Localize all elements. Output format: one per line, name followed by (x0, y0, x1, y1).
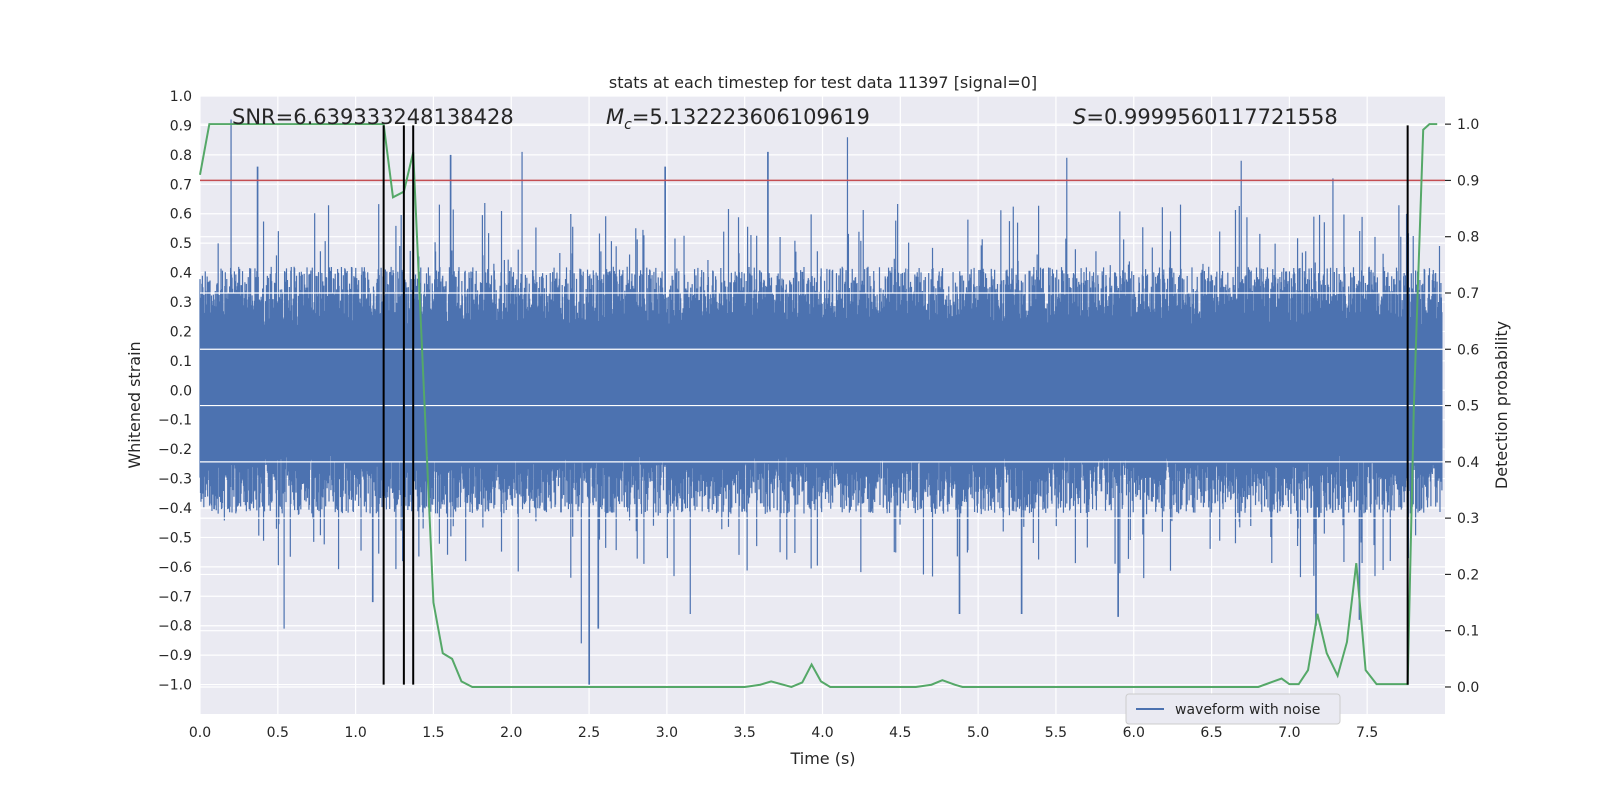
x-tick-label: 0.0 (189, 725, 211, 741)
y2-tick-label: 0.3 (1457, 511, 1479, 527)
y2-tick-label: 0.0 (1457, 680, 1479, 696)
mc-annotation: Mc=5.132223606109619 (606, 105, 870, 133)
y-tick-label: −0.5 (158, 530, 192, 546)
y-ticks: 1.0 0.9 0.8 0.7 0.6 0.5 0.4 0.3 0.2 0.1 0.0 −0.1 −0.… (158, 89, 192, 694)
x-ticks: 0.0 0.5 1.0 1.5 2.0 2.5 3.0 3.5 4.0 4.5 5.0 5.5 6.0 6… (189, 725, 1378, 741)
y-tick-label: −0.9 (158, 648, 192, 664)
y-tick-label: −0.3 (158, 472, 192, 488)
y-tick-label: 0.9 (170, 118, 192, 134)
y2-tick-label: 0.9 (1457, 173, 1479, 189)
y-tick-label: 0.8 (170, 148, 192, 164)
y-axis-label: Whitened strain (125, 341, 144, 468)
s-value: =0.9999560117721558 (1086, 105, 1337, 129)
x-tick-label: 2.5 (578, 725, 600, 741)
vertical-markers (382, 125, 1409, 685)
x-tick-label: 3.5 (734, 725, 756, 741)
x-tick-label: 6.0 (1123, 725, 1145, 741)
x-tick-label: 1.0 (344, 725, 366, 741)
mc-value: =5.132223606109619 (632, 105, 870, 129)
y2-tick-label: 0.7 (1457, 286, 1479, 302)
y-tick-label: 0.5 (170, 236, 192, 252)
y-tick-label: −0.8 (158, 619, 192, 635)
waveform-series (199, 119, 1443, 685)
legend-label-waveform: waveform with noise (1175, 702, 1320, 718)
s-symbol: S (1073, 105, 1086, 129)
y2-tick-label: 0.1 (1457, 624, 1479, 640)
y2-tick-label: 0.5 (1457, 399, 1479, 415)
y2-tick-label: 0.2 (1457, 567, 1479, 583)
snr-annotation: SNR=6.639333248138428 (232, 105, 514, 129)
mc-subscript: c (624, 117, 632, 133)
mc-symbol: M (606, 105, 624, 129)
y-tick-label: 0.2 (170, 324, 192, 340)
y-tick-label: 0.1 (170, 354, 192, 370)
legend: waveform with noise (1125, 693, 1341, 725)
x-tick-label: 7.0 (1278, 725, 1300, 741)
waveform-line (199, 119, 1443, 685)
y-tick-label: −0.6 (158, 560, 192, 576)
y-tick-label: −0.2 (158, 442, 192, 458)
s-annotation: S=0.9999560117721558 (1073, 105, 1338, 129)
y-tick-label: 0.6 (170, 207, 192, 223)
x-tick-label: 2.0 (500, 725, 522, 741)
x-tick-label: 5.0 (967, 725, 989, 741)
x-tick-label: 1.5 (422, 725, 444, 741)
y2-tick-label: 0.4 (1457, 455, 1479, 471)
y2-tick-label: 0.8 (1457, 230, 1479, 246)
threshold-layer (200, 179, 1445, 519)
x-tick-label: 7.5 (1356, 725, 1378, 741)
y2-ticks: 1.0 0.9 0.8 0.7 0.6 0.5 0.4 0.3 0.2 0.1 0.0 (1445, 117, 1479, 696)
y-tick-label: 0.7 (170, 177, 192, 193)
y-tick-label: −0.4 (158, 501, 192, 517)
x-tick-label: 4.5 (889, 725, 911, 741)
y-tick-label: −0.7 (158, 589, 192, 605)
x-tick-label: 6.5 (1200, 725, 1222, 741)
x-tick-label: 4.0 (811, 725, 833, 741)
y-tick-label: 0.4 (170, 266, 192, 282)
y-tick-label: 0.3 (170, 295, 192, 311)
legend-box (1125, 693, 1341, 725)
x-tick-label: 5.5 (1045, 725, 1067, 741)
y2-tick-label: 1.0 (1457, 117, 1479, 133)
y-tick-label: 1.0 (170, 89, 192, 105)
x-tick-label: 3.0 (656, 725, 678, 741)
y2-tick-label: 0.6 (1457, 342, 1479, 358)
y-tick-label: −1.0 (158, 678, 192, 694)
y-tick-label: −0.1 (158, 413, 192, 429)
x-axis-label: Time (s) (789, 749, 855, 768)
y2-axis-label: Detection probability (1492, 321, 1511, 489)
x-tick-label: 0.5 (267, 725, 289, 741)
y-tick-label: 0.0 (170, 383, 192, 399)
chart-title: stats at each timestep for test data 113… (609, 73, 1037, 92)
